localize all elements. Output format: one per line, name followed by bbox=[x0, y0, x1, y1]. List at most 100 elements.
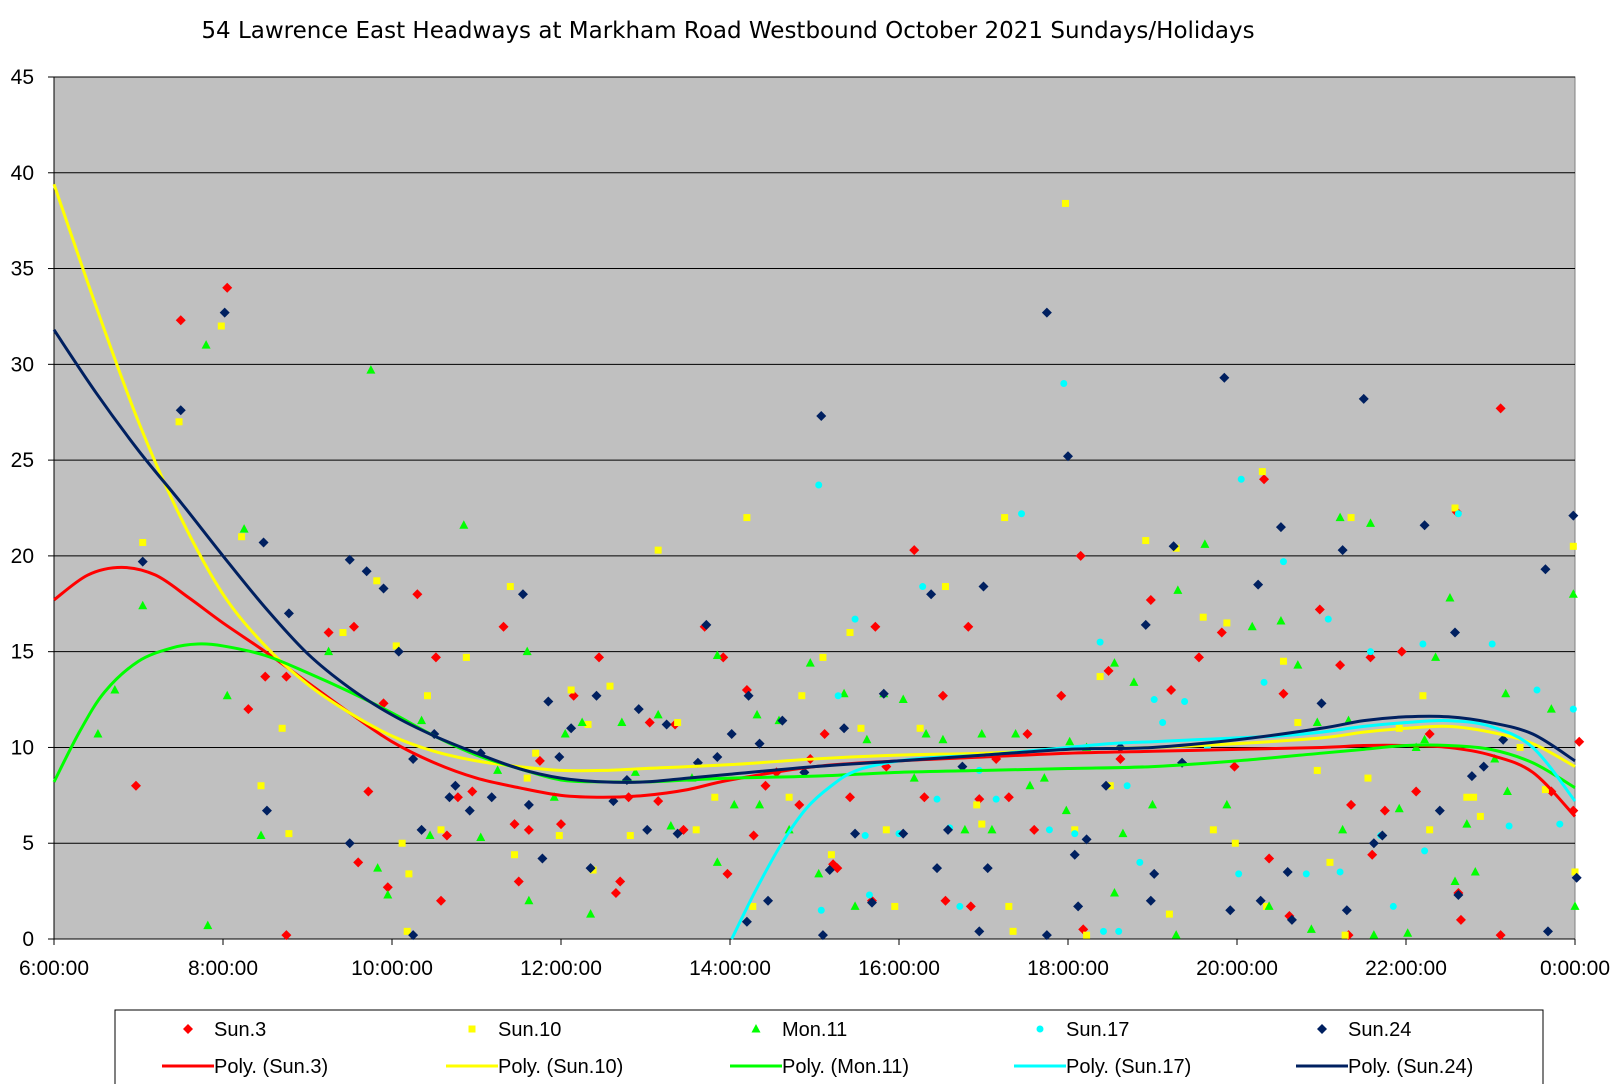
data-point-sun-3 bbox=[382, 882, 393, 893]
data-point-sun-3 bbox=[1379, 805, 1390, 816]
data-point-sun-3 bbox=[832, 863, 843, 874]
data-point-mon-11 bbox=[1109, 658, 1119, 667]
data-point-sun-24 bbox=[1225, 905, 1236, 916]
data-point-sun-10 bbox=[567, 686, 575, 694]
data-point-sun-24 bbox=[878, 688, 889, 699]
data-point-sun-17 bbox=[851, 615, 859, 623]
data-point-sun-10 bbox=[711, 793, 719, 801]
legend-label: Sun.17 bbox=[1066, 1019, 1129, 1041]
data-point-sun-10 bbox=[392, 642, 400, 650]
legend-label: Poly. (Sun.17) bbox=[1066, 1056, 1191, 1078]
data-point-sun-10 bbox=[1364, 774, 1372, 782]
legend-item: Sun.17 bbox=[1036, 1019, 1129, 1041]
data-point-sun-10 bbox=[1279, 657, 1287, 665]
data-point-sun-24 bbox=[1140, 619, 1151, 630]
data-point-mon-11 bbox=[1450, 876, 1460, 886]
data-point-sun-24 bbox=[1041, 930, 1052, 941]
data-point-sun-10 bbox=[1571, 868, 1579, 876]
data-point-sun-24 bbox=[1450, 627, 1461, 638]
data-point-sun-24 bbox=[1568, 510, 1579, 521]
data-point-sun-10 bbox=[398, 839, 406, 847]
plot-area bbox=[53, 76, 1576, 940]
trendline-poly-sun-17 bbox=[730, 718, 1577, 940]
legend-label: Poly. (Mon.11) bbox=[782, 1056, 909, 1078]
data-point-mon-11 bbox=[1173, 585, 1183, 594]
data-point-sun-24 bbox=[543, 696, 554, 707]
data-point-sun-3 bbox=[819, 729, 830, 740]
legend-marker bbox=[751, 1024, 761, 1033]
data-point-mon-11 bbox=[1293, 660, 1303, 669]
data-point-sun-10 bbox=[403, 927, 411, 935]
y-tick-label: 35 bbox=[11, 258, 34, 281]
data-point-sun-3 bbox=[534, 755, 545, 766]
data-point-sun-24 bbox=[816, 411, 827, 422]
data-point-sun-3 bbox=[1229, 761, 1240, 772]
data-point-sun-3 bbox=[353, 857, 364, 868]
data-point-mon-11 bbox=[1369, 930, 1379, 939]
data-point-sun-24 bbox=[1341, 905, 1352, 916]
data-point-sun-24 bbox=[982, 863, 993, 874]
data-point-mon-11 bbox=[560, 729, 570, 738]
data-point-sun-3 bbox=[919, 792, 930, 803]
data-point-mon-11 bbox=[524, 895, 534, 905]
y-tick-label: 40 bbox=[11, 162, 34, 185]
legend-label: Poly. (Sun.3) bbox=[214, 1056, 328, 1078]
data-point-sun-3 bbox=[130, 780, 141, 791]
data-point-sun-24 bbox=[554, 752, 565, 763]
legend-marker bbox=[1317, 1024, 1327, 1034]
data-point-mon-11 bbox=[256, 830, 266, 840]
data-point-sun-10 bbox=[941, 583, 949, 591]
data-point-sun-10 bbox=[1142, 537, 1150, 545]
data-point-sun-10 bbox=[532, 749, 540, 757]
data-point-sun-24 bbox=[378, 583, 389, 594]
data-point-sun-24 bbox=[1478, 761, 1489, 772]
data-point-mon-11 bbox=[383, 889, 393, 899]
data-point-sun-24 bbox=[1145, 895, 1156, 906]
data-point-sun-3 bbox=[281, 930, 292, 941]
x-tick-label: 22:00:00 bbox=[1365, 957, 1447, 980]
data-point-sun-17 bbox=[1136, 858, 1144, 866]
data-point-sun-10 bbox=[555, 832, 563, 840]
data-point-sun-24 bbox=[219, 307, 230, 318]
data-point-sun-17 bbox=[1336, 868, 1344, 876]
legend-item: Mon.11 bbox=[751, 1019, 847, 1041]
data-point-sun-3 bbox=[1003, 792, 1014, 803]
data-point-sun-10 bbox=[1001, 514, 1009, 522]
data-point-mon-11 bbox=[1200, 539, 1210, 548]
data-point-sun-24 bbox=[1168, 541, 1179, 552]
data-point-sun-3 bbox=[1264, 853, 1275, 864]
data-point-sun-3 bbox=[610, 888, 621, 899]
data-point-sun-10 bbox=[1341, 931, 1349, 939]
data-point-sun-24 bbox=[344, 554, 355, 565]
data-point-sun-24 bbox=[486, 792, 497, 803]
legend-item: Sun.10 bbox=[468, 1019, 561, 1041]
data-point-sun-10 bbox=[891, 902, 899, 910]
y-tick-label: 25 bbox=[11, 449, 34, 472]
data-point-sun-17 bbox=[1159, 719, 1167, 727]
data-point-mon-11 bbox=[1431, 652, 1441, 661]
data-point-sun-24 bbox=[1540, 564, 1551, 575]
data-point-sun-3 bbox=[348, 621, 359, 632]
data-point-sun-24 bbox=[1498, 734, 1509, 745]
data-point-sun-10 bbox=[1223, 619, 1231, 627]
chart-title: 54 Lawrence East Headways at Markham Roa… bbox=[201, 18, 1254, 44]
data-point-sun-3 bbox=[1216, 627, 1227, 638]
data-point-sun-17 bbox=[1302, 870, 1310, 878]
data-point-sun-17 bbox=[1181, 697, 1189, 705]
data-point-mon-11 bbox=[1039, 773, 1049, 782]
data-point-sun-3 bbox=[644, 717, 655, 728]
data-point-sun-24 bbox=[1316, 698, 1327, 709]
data-point-sun-3 bbox=[436, 895, 447, 906]
data-point-sun-10 bbox=[819, 653, 827, 661]
data-point-sun-17 bbox=[1150, 696, 1158, 704]
data-point-sun-24 bbox=[839, 723, 850, 734]
data-point-sun-3 bbox=[844, 792, 855, 803]
data-point-mon-11 bbox=[960, 824, 970, 834]
data-point-sun-24 bbox=[523, 799, 534, 810]
data-point-sun-10 bbox=[916, 724, 924, 732]
data-point-sun-24 bbox=[393, 646, 404, 657]
data-point-mon-11 bbox=[987, 824, 997, 834]
data-point-sun-10 bbox=[692, 826, 700, 834]
data-point-sun-24 bbox=[416, 824, 427, 835]
data-point-mon-11 bbox=[653, 709, 663, 719]
